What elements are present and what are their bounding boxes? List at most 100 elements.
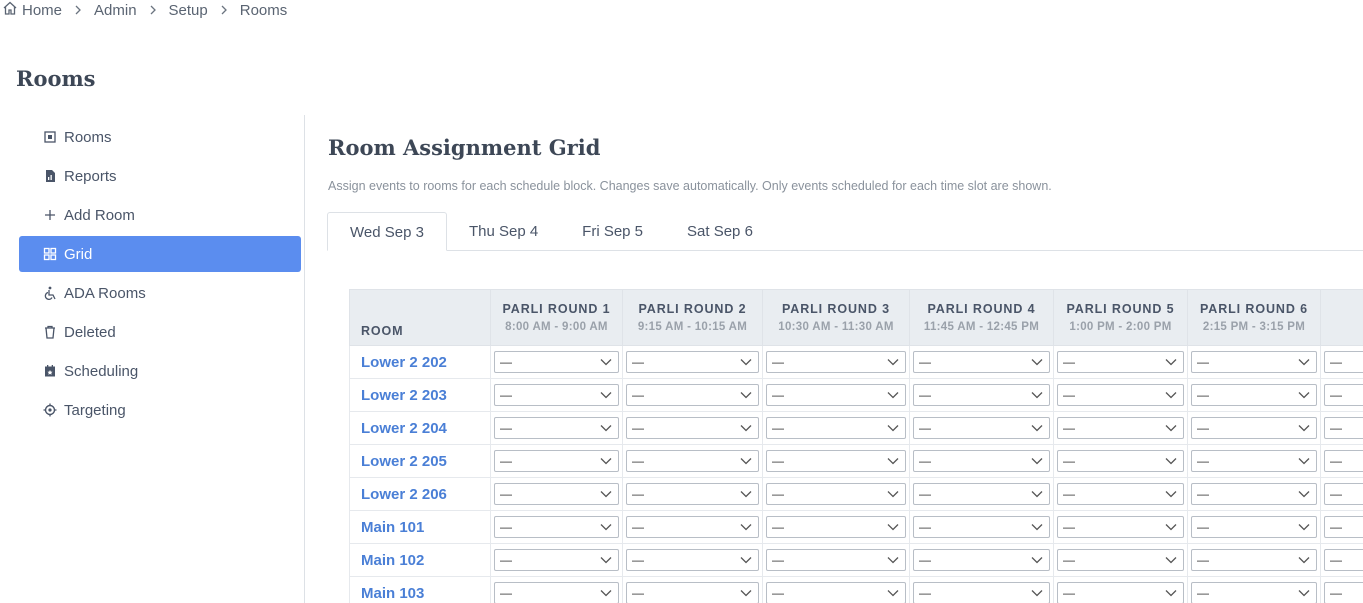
room-select[interactable]: —	[913, 516, 1050, 538]
select-value: —	[1197, 553, 1209, 567]
room-select[interactable]: —	[766, 582, 906, 603]
room-select[interactable]: —	[1057, 417, 1184, 439]
sidebar-item[interactable]: Deleted	[19, 314, 301, 350]
room-select[interactable]: —	[626, 384, 759, 406]
cell: —	[622, 411, 763, 445]
room-select[interactable]: —	[494, 384, 619, 406]
column-name: PARLI ROUND 2	[638, 302, 747, 316]
cell: —	[622, 345, 763, 379]
room-link[interactable]: Lower 2 203	[349, 378, 491, 412]
room-link[interactable]: Lower 2 205	[349, 444, 491, 478]
room-select[interactable]: —	[1057, 450, 1184, 472]
room-link[interactable]: Lower 2 204	[349, 411, 491, 445]
room-select[interactable]: —	[1191, 450, 1317, 472]
tab[interactable]: Thu Sep 4	[468, 223, 539, 240]
sidebar-item[interactable]: Grid	[19, 236, 301, 272]
room-select[interactable]: —	[766, 351, 906, 373]
room-select[interactable]: —	[1191, 351, 1317, 373]
room-select[interactable]: —	[1324, 450, 1363, 472]
room-select[interactable]: —	[626, 417, 759, 439]
room-select[interactable]: —	[913, 582, 1050, 603]
room-select[interactable]: —	[1191, 516, 1317, 538]
breadcrumb-link[interactable]: Admin	[94, 1, 137, 19]
room-select[interactable]: —	[494, 351, 619, 373]
room-select[interactable]: —	[1324, 417, 1363, 439]
sidebar-item[interactable]: Scheduling	[19, 353, 301, 389]
room-select[interactable]: —	[1324, 384, 1363, 406]
room-link[interactable]: Lower 2 202	[349, 345, 491, 379]
room-link[interactable]: Main 101	[349, 510, 491, 544]
room-select[interactable]: —	[913, 483, 1050, 505]
select-value: —	[772, 355, 784, 369]
room-select[interactable]: —	[1191, 582, 1317, 603]
room-select[interactable]: —	[626, 450, 759, 472]
select-value: —	[772, 421, 784, 435]
room-link[interactable]: Main 102	[349, 543, 491, 577]
room-select[interactable]: —	[913, 351, 1050, 373]
room-select[interactable]: —	[913, 549, 1050, 571]
room-select[interactable]: —	[1057, 384, 1184, 406]
room-select[interactable]: —	[766, 549, 906, 571]
room-select[interactable]: —	[1057, 516, 1184, 538]
column-time: 11:45 AM - 12:45 PM	[923, 321, 1040, 333]
chevron	[150, 5, 156, 14]
sidebar-item[interactable]: Add Room	[19, 197, 301, 233]
select-arrow	[1165, 355, 1177, 369]
room-select[interactable]: —	[494, 417, 619, 439]
breadcrumb-link[interactable]: Home	[22, 1, 63, 19]
sidebar-item[interactable]: Targeting	[19, 392, 301, 428]
tab[interactable]: Sat Sep 6	[687, 223, 753, 240]
room-select[interactable]: —	[913, 417, 1050, 439]
select-arrow	[887, 454, 899, 468]
sidebar-label: Scheduling	[64, 362, 139, 380]
breadcrumb-link[interactable]: Setup	[168, 1, 208, 19]
room-select[interactable]: —	[1057, 483, 1184, 505]
room-select[interactable]: —	[626, 483, 759, 505]
room-select[interactable]: —	[626, 516, 759, 538]
select-value: —	[1197, 487, 1209, 501]
room-select[interactable]: —	[1191, 549, 1317, 571]
room-select[interactable]: —	[913, 384, 1050, 406]
room-select[interactable]: —	[1057, 582, 1184, 603]
room-select[interactable]: —	[766, 516, 906, 538]
room-select[interactable]: —	[766, 450, 906, 472]
room-select[interactable]: —	[913, 450, 1050, 472]
room-select[interactable]: —	[1324, 516, 1363, 538]
room-select[interactable]: —	[626, 582, 759, 603]
select-arrow	[740, 355, 752, 369]
sidebar-item[interactable]: ADA Rooms	[19, 275, 301, 311]
breadcrumb-link[interactable]: Rooms	[239, 1, 288, 19]
select-value: —	[1330, 553, 1342, 567]
room-select[interactable]: —	[1057, 351, 1184, 373]
select-arrow	[740, 520, 752, 534]
room-link[interactable]: Main 103	[349, 576, 491, 603]
room-select[interactable]: —	[626, 549, 759, 571]
tab[interactable]: Wed Sep 3	[327, 212, 447, 251]
room-select[interactable]: —	[1324, 483, 1363, 505]
room-select[interactable]: —	[1191, 417, 1317, 439]
sidebar-item[interactable]: Rooms	[19, 119, 301, 155]
select-value: —	[1063, 553, 1075, 567]
cell: —	[762, 543, 910, 577]
room-select[interactable]: —	[1191, 384, 1317, 406]
room-select[interactable]: —	[1324, 351, 1363, 373]
tab[interactable]: Fri Sep 5	[582, 223, 644, 240]
room-select[interactable]: —	[1191, 483, 1317, 505]
room-select[interactable]: —	[1324, 549, 1363, 571]
room-select[interactable]: —	[494, 549, 619, 571]
room-select[interactable]: —	[766, 483, 906, 505]
room-select[interactable]: —	[494, 516, 619, 538]
room-select[interactable]: —	[766, 417, 906, 439]
sidebar-icon	[43, 208, 64, 222]
cell: —	[1320, 411, 1363, 445]
sidebar-item[interactable]: Reports	[19, 158, 301, 194]
room-select[interactable]: —	[1324, 582, 1363, 603]
room-select[interactable]: —	[494, 450, 619, 472]
room-select[interactable]: —	[766, 384, 906, 406]
room-select[interactable]: —	[494, 483, 619, 505]
room-select[interactable]: —	[494, 582, 619, 603]
breadcrumb-separator	[149, 2, 157, 19]
room-select[interactable]: —	[1057, 549, 1184, 571]
room-link[interactable]: Lower 2 206	[349, 477, 491, 511]
room-select[interactable]: —	[626, 351, 759, 373]
